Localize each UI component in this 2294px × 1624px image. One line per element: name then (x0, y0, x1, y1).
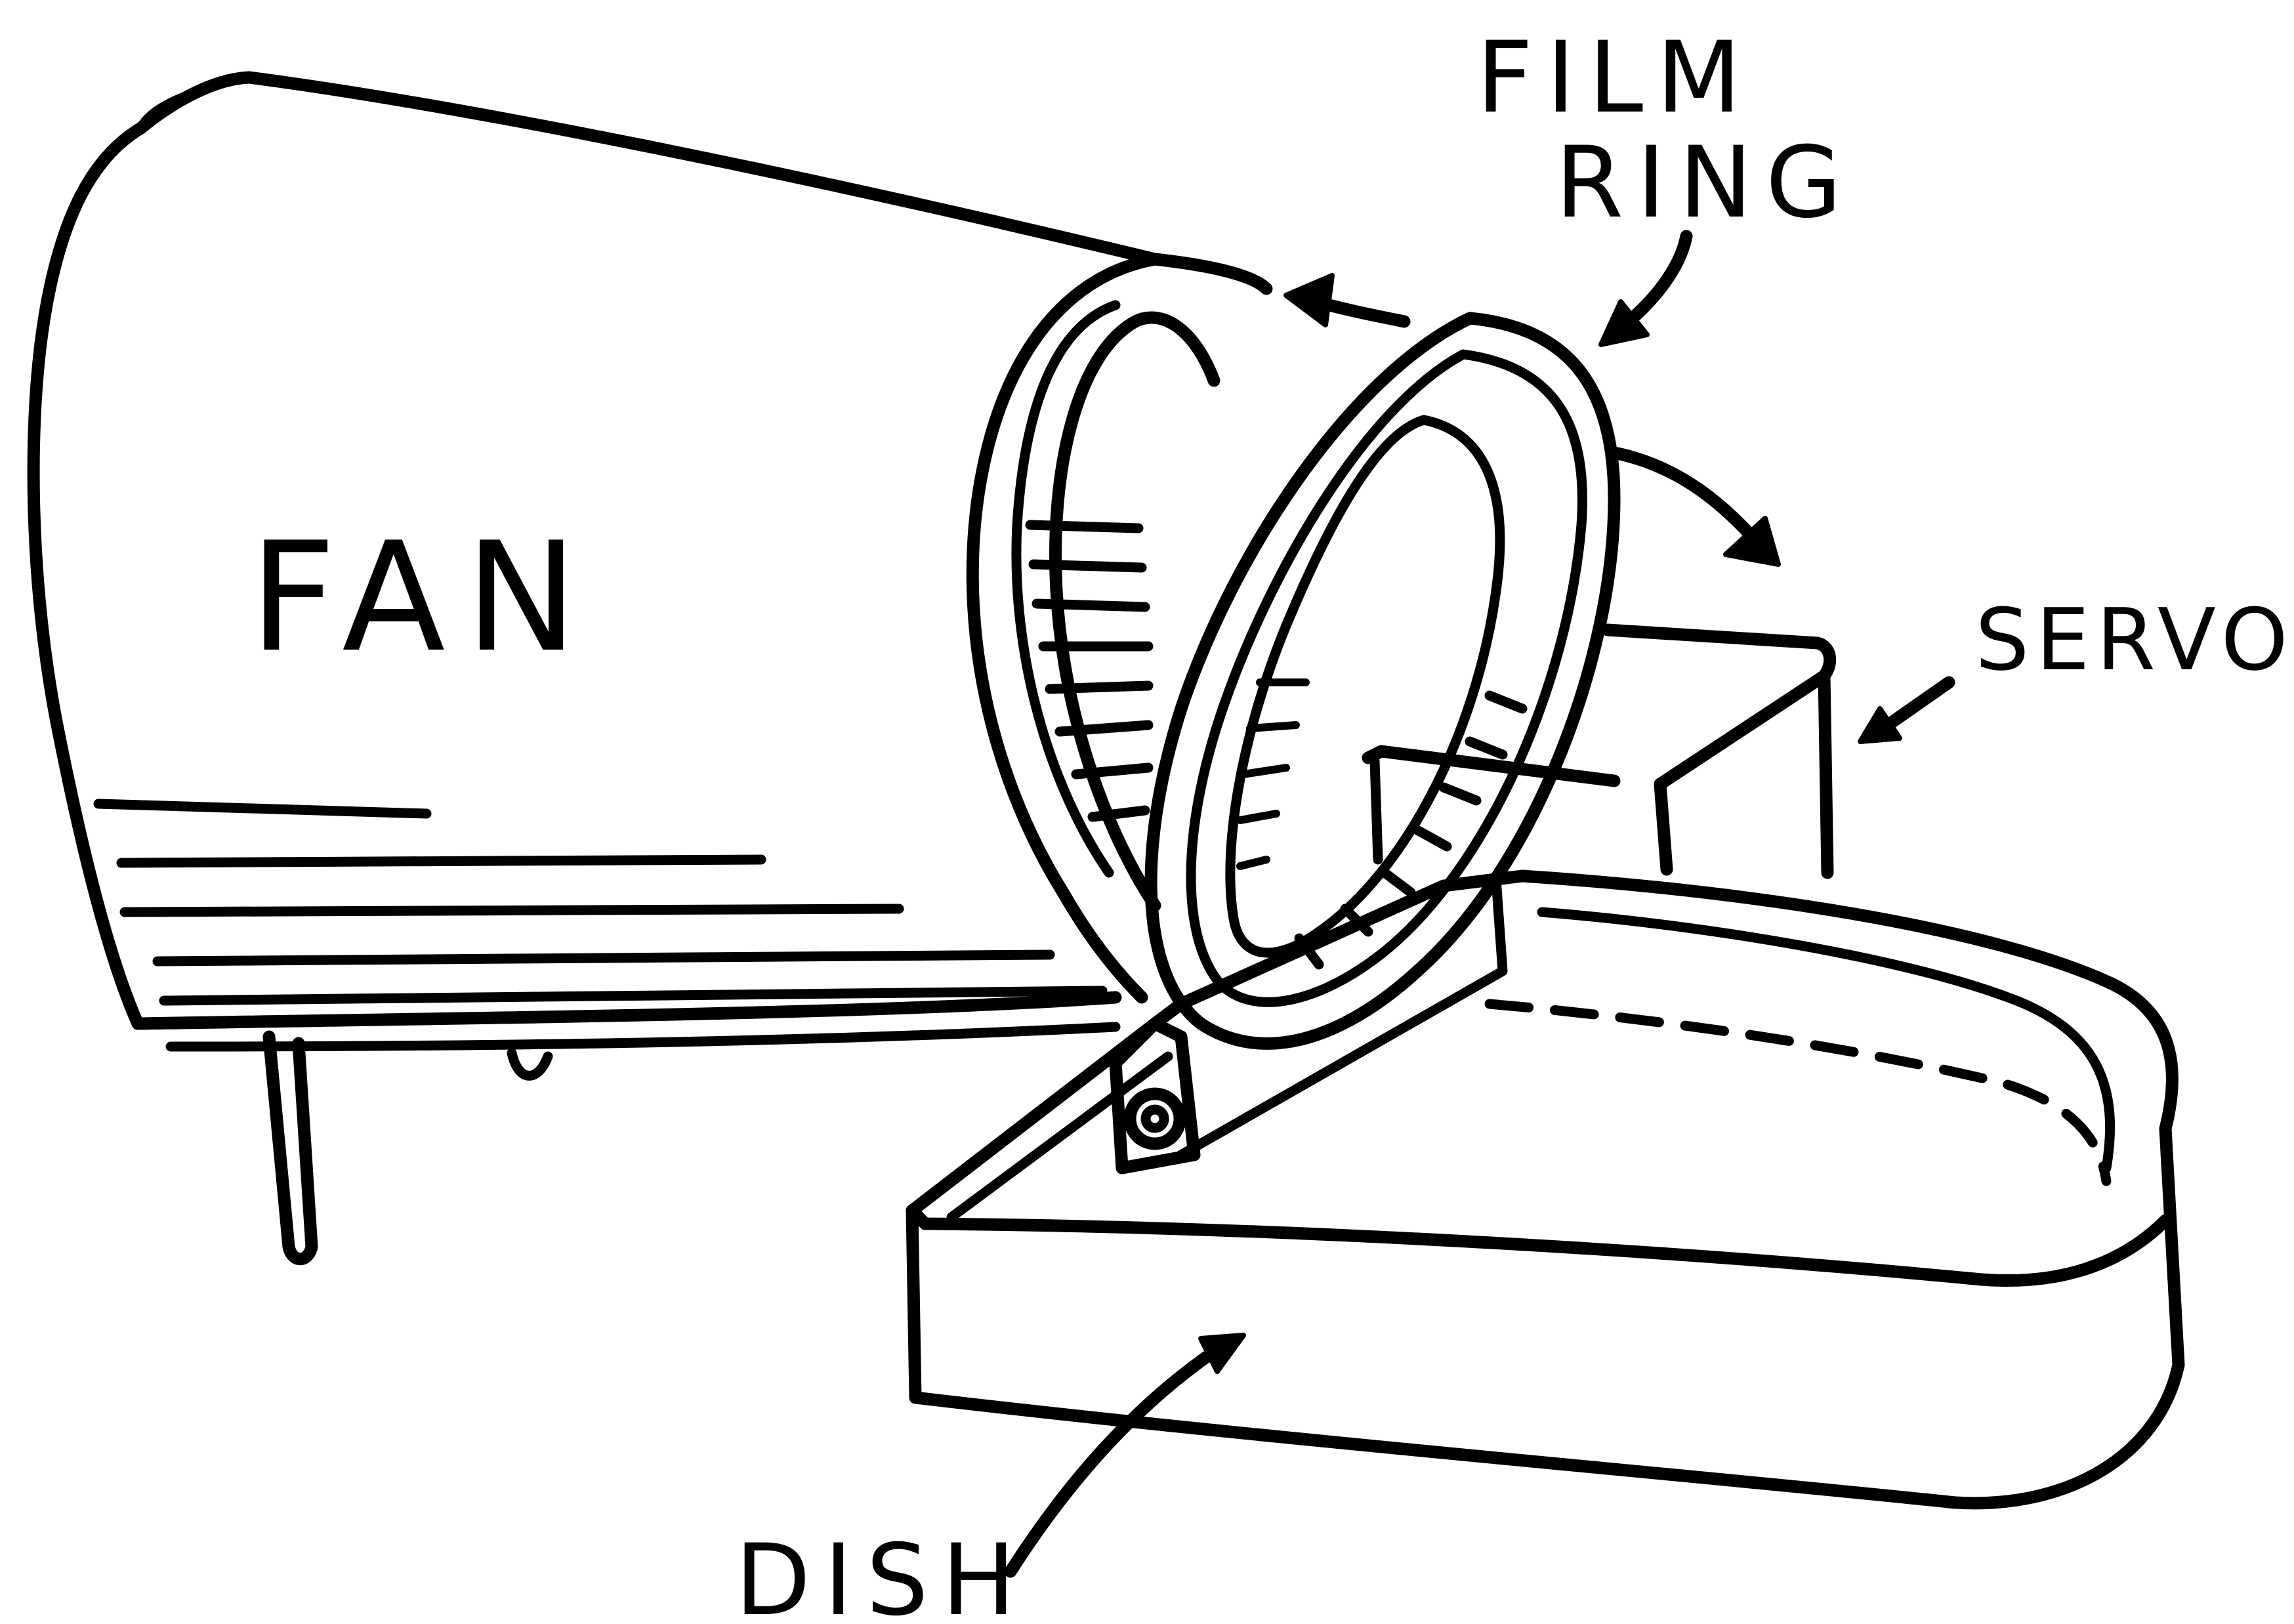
leader-arrows (1004, 230, 1955, 1578)
ring-slat-3 (1240, 764, 1290, 778)
dish-leader-head (1198, 1333, 1246, 1374)
dish-leader (1004, 1345, 1220, 1578)
dish-pivot-arm (1109, 1017, 1201, 1175)
film-frame-2 (1465, 736, 1508, 760)
fan-grille-loop (1049, 311, 1220, 912)
film-frame-1 (1484, 690, 1528, 714)
film-frame-3 (1438, 782, 1482, 806)
fan-label: FAN (249, 510, 598, 686)
fan-top-edge (135, 71, 1273, 295)
film-ring-leader-head (1598, 299, 1650, 347)
fan-housing (27, 71, 1273, 1266)
dish-inner-dashes (1484, 999, 2112, 1186)
fan-side-slat-1 (93, 799, 432, 819)
fan-blade-3 (1032, 598, 1150, 612)
fan-leg-small (507, 1048, 553, 1081)
servo-right-leg (1818, 669, 1834, 879)
fan-bottom-edge (131, 991, 1122, 1030)
servo (1362, 623, 1837, 879)
film-ring-label-line2: RING (1555, 126, 1855, 240)
fan-front-rim-inner (1011, 300, 1121, 878)
film-ring-label-line1: FILM (1476, 21, 1755, 135)
fan-blade-7 (1071, 762, 1154, 780)
fan-side-slat-3 (119, 904, 904, 917)
fan-blade-2 (1028, 559, 1147, 573)
fan-side-slat-5 (159, 986, 1108, 1006)
rotation-arrow-lower-head (1723, 516, 1781, 567)
servo-leader (1877, 676, 1955, 735)
fan-body-outline (27, 121, 148, 1030)
film-ring (1144, 312, 1621, 1050)
fan-leg-front (262, 1030, 318, 1266)
fan-blade-6 (1054, 720, 1154, 737)
dish-rim-inner (946, 907, 2116, 1222)
dish-front-bottom (906, 1122, 2185, 1510)
fan-front-rim (966, 253, 1161, 1004)
dish-front-top-edge (906, 1204, 2172, 1287)
fan-blade-1 (1025, 520, 1144, 533)
servo-block-side (1654, 778, 1673, 876)
fan-side-slat-2 (116, 854, 766, 868)
film-frame-5 (1379, 867, 1416, 898)
servo-label: SERVO (1975, 590, 2294, 690)
fan-side-slat-4 (152, 949, 1055, 967)
dish (906, 869, 2185, 1510)
dish-label: DISH (735, 1524, 1029, 1624)
dish-pivot-bolt (1123, 1087, 1186, 1150)
ring-slat-2 (1246, 721, 1300, 732)
dish-rim-top (906, 869, 2179, 1217)
fan-blade-5 (1045, 680, 1154, 694)
fan-grille (1025, 311, 1220, 912)
fan-back-curve (136, 92, 189, 133)
servo-leader-head (1858, 706, 1902, 744)
ring-slat-4 (1236, 810, 1280, 824)
rotation-arrow-upper-head (1283, 273, 1335, 327)
labels: FAN FILM RING SERVO DISH (249, 21, 2294, 1624)
servo-top (1601, 623, 1837, 791)
film-frame-4 (1412, 825, 1452, 852)
film-ring-inner (1225, 415, 1505, 958)
film-ring-outer (1144, 312, 1621, 1050)
film-ring-mid (1186, 349, 1587, 1007)
rotation-arrows (1283, 273, 1781, 567)
servo-left-edge (1369, 756, 1383, 865)
servo-front-left (1362, 745, 1621, 787)
dish-pivot-bolt-inner (1140, 1104, 1169, 1133)
ring-slat-5 (1236, 856, 1270, 870)
fan-bottom-rim (165, 1022, 1121, 1052)
fan-blade-8 (1087, 805, 1150, 822)
dish-support-strut (1176, 874, 1508, 1160)
